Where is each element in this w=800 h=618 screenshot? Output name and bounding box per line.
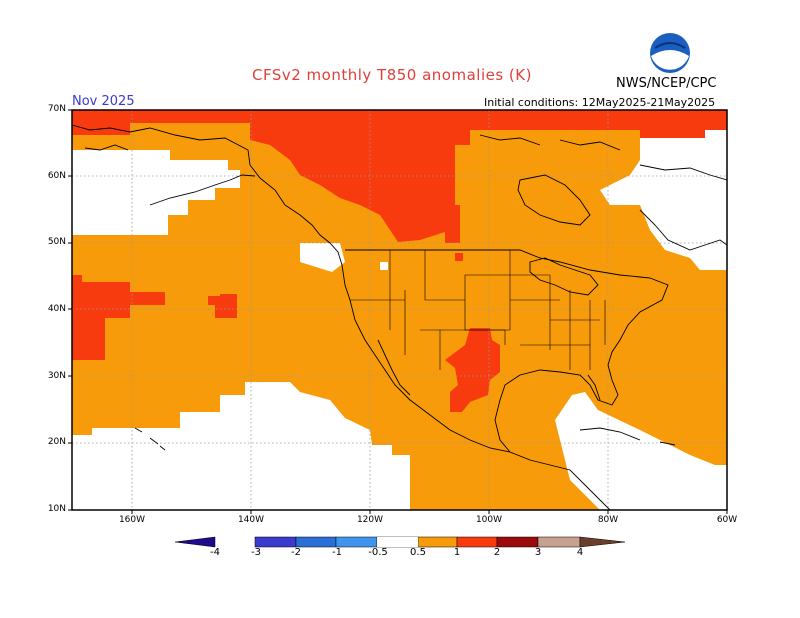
state-borders: [350, 250, 606, 370]
colorbar-neutral-box: [377, 537, 418, 547]
colorbar-box: [496, 536, 539, 548]
coastlines: [72, 124, 727, 510]
colorbar-label: -3: [251, 547, 261, 558]
axis-ticks: [68, 109, 728, 514]
colorbar-label: 0.5: [410, 547, 426, 558]
colorbar-arrow-low: [174, 536, 216, 548]
agency-label: NWS/NCEP/CPC: [616, 76, 717, 91]
lat-label-30n: 30N: [47, 371, 66, 381]
map-graticule: [72, 110, 727, 510]
colorbar-label: 1: [453, 547, 461, 558]
colorbar: [174, 536, 626, 548]
lat-label-70n: 70N: [47, 104, 66, 114]
moderate-warm-regions: [72, 110, 727, 412]
lat-label-10n: 10N: [47, 504, 66, 514]
lon-label-160w: 160W: [118, 515, 146, 525]
neutral-regions: [72, 130, 727, 510]
lat-label-60n: 60N: [47, 171, 66, 181]
chart-title: CFSv2 monthly T850 anomalies (K): [252, 66, 532, 84]
colorbar-box: [456, 536, 498, 548]
lon-label-80w: 80W: [597, 515, 619, 525]
lon-label-120w: 120W: [356, 515, 384, 525]
noaa-logo: [649, 32, 691, 78]
colorbar-label: 4: [576, 547, 584, 558]
map-frame: [71, 109, 728, 511]
colorbar-box: [254, 536, 297, 548]
colorbar-box: [537, 536, 581, 548]
colorbar-box: [335, 536, 378, 548]
lat-label-20n: 20N: [47, 437, 66, 447]
colorbar-label: -4: [210, 547, 220, 558]
colorbar-box: [417, 536, 458, 548]
colorbar-label: 2: [493, 547, 501, 558]
colorbar-label: -1: [332, 547, 342, 558]
colorbar-arrow-high: [579, 536, 626, 548]
initial-conditions: Initial conditions: 12May2025-21May2025: [484, 96, 716, 109]
colorbar-label: -2: [291, 547, 301, 558]
colorbar-box: [295, 536, 337, 548]
forecast-month: Nov 2025: [72, 94, 135, 109]
lon-label-100w: 100W: [475, 515, 503, 525]
colorbar-label: 3: [534, 547, 542, 558]
lon-label-60w: 60W: [716, 515, 738, 525]
lon-label-140w: 140W: [237, 515, 265, 525]
lat-label-40n: 40N: [47, 304, 66, 314]
colorbar-label: -0.5: [368, 547, 388, 558]
lat-label-50n: 50N: [47, 237, 66, 247]
